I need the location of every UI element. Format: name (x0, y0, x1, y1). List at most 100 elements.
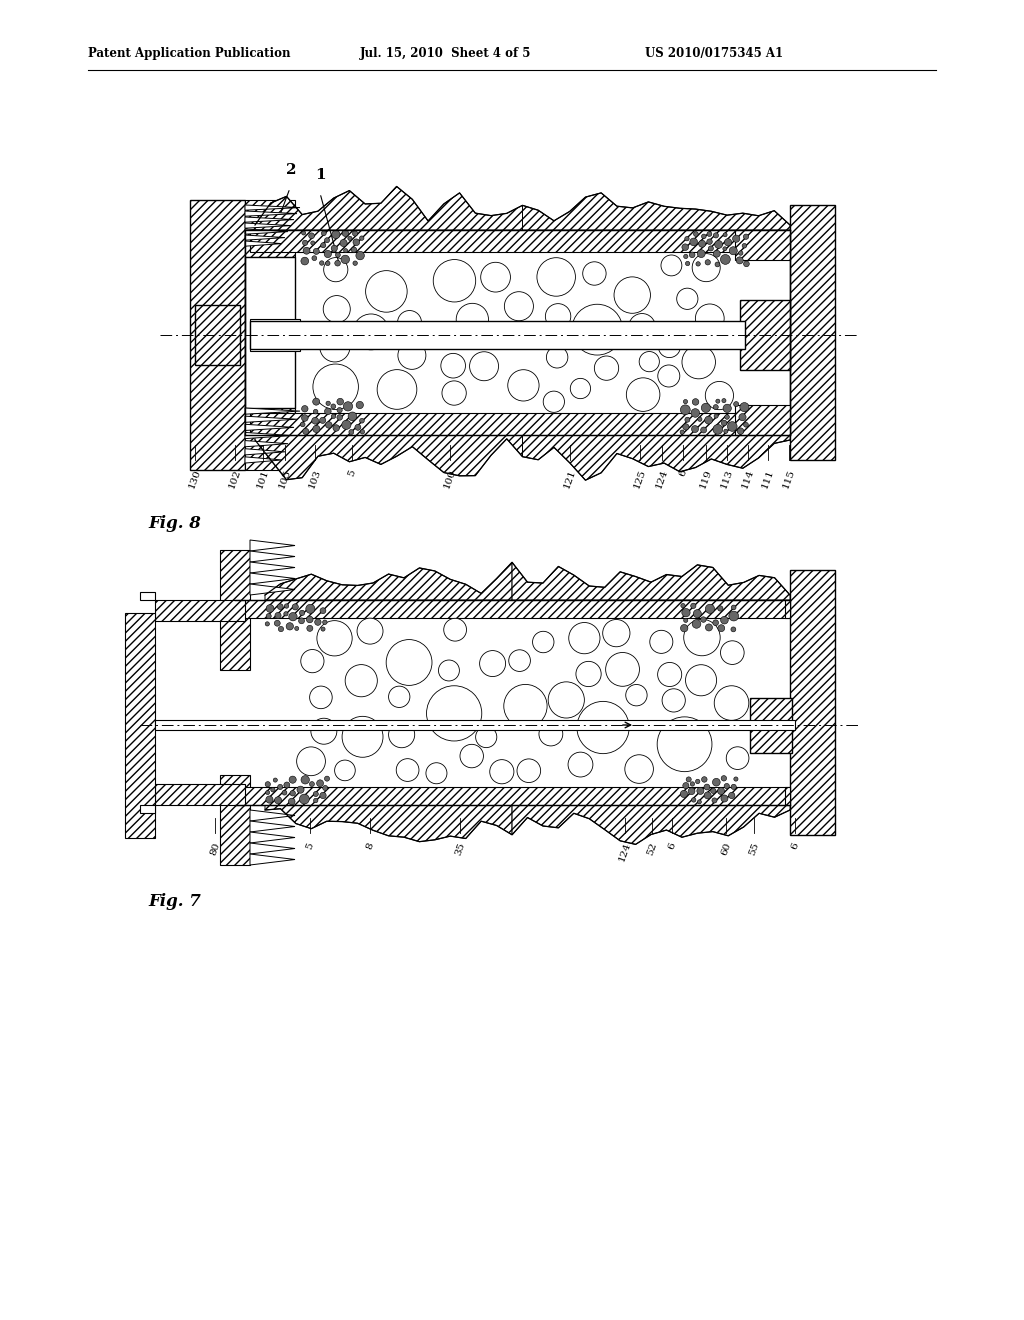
Circle shape (722, 399, 726, 403)
Circle shape (377, 370, 417, 409)
Circle shape (695, 779, 700, 784)
Text: Patent Application Publication: Patent Application Publication (88, 48, 291, 59)
Circle shape (568, 752, 593, 777)
Circle shape (299, 610, 305, 615)
Circle shape (657, 717, 712, 772)
Circle shape (605, 652, 639, 686)
Circle shape (286, 623, 294, 630)
Circle shape (723, 404, 731, 412)
Circle shape (307, 626, 313, 631)
Circle shape (683, 424, 689, 430)
Bar (785, 787, 790, 805)
Circle shape (326, 401, 331, 405)
Circle shape (743, 234, 749, 239)
Circle shape (508, 370, 539, 401)
Circle shape (547, 347, 568, 368)
Circle shape (721, 255, 730, 264)
Circle shape (709, 246, 714, 251)
Circle shape (301, 414, 308, 421)
Circle shape (729, 792, 735, 799)
Circle shape (312, 425, 321, 433)
Polygon shape (245, 205, 300, 210)
Text: 130: 130 (187, 469, 203, 490)
Circle shape (278, 603, 284, 610)
Circle shape (684, 618, 688, 623)
Circle shape (685, 236, 689, 240)
Circle shape (342, 230, 348, 236)
Circle shape (706, 624, 713, 631)
Circle shape (325, 238, 330, 243)
Circle shape (711, 788, 716, 793)
Circle shape (729, 611, 738, 620)
Circle shape (714, 414, 718, 418)
Circle shape (571, 304, 623, 355)
Text: US 2010/0175345 A1: US 2010/0175345 A1 (645, 48, 783, 59)
Text: 105: 105 (278, 469, 293, 490)
Polygon shape (522, 193, 790, 230)
Text: Fig. 8: Fig. 8 (148, 515, 201, 532)
Circle shape (509, 649, 530, 672)
Circle shape (348, 236, 352, 240)
Circle shape (297, 747, 326, 776)
Circle shape (325, 251, 332, 257)
Polygon shape (245, 242, 282, 247)
Text: Fig. 7: Fig. 7 (148, 894, 201, 909)
Circle shape (650, 631, 673, 653)
Text: 124: 124 (654, 469, 670, 490)
Polygon shape (245, 457, 282, 463)
Circle shape (273, 777, 278, 783)
Circle shape (301, 776, 309, 784)
Circle shape (265, 791, 269, 795)
Circle shape (348, 412, 356, 421)
Circle shape (693, 231, 698, 236)
Circle shape (289, 776, 296, 783)
Circle shape (657, 364, 680, 387)
Circle shape (319, 417, 326, 424)
Circle shape (713, 620, 719, 626)
Circle shape (352, 231, 357, 236)
Text: 80: 80 (209, 841, 221, 857)
Circle shape (282, 791, 287, 795)
Circle shape (322, 231, 327, 236)
Circle shape (386, 640, 432, 685)
Circle shape (614, 277, 650, 313)
Circle shape (342, 420, 351, 429)
Circle shape (683, 783, 689, 788)
Bar (790, 570, 835, 836)
Circle shape (721, 640, 744, 664)
Circle shape (680, 791, 687, 797)
Circle shape (680, 405, 690, 414)
Bar (155, 601, 245, 620)
Polygon shape (250, 540, 295, 550)
Circle shape (388, 686, 410, 708)
Circle shape (289, 612, 297, 620)
Circle shape (732, 235, 739, 243)
Circle shape (359, 418, 365, 424)
Bar (190, 201, 245, 470)
Circle shape (357, 618, 383, 644)
Circle shape (718, 624, 725, 632)
Text: 5: 5 (347, 469, 357, 478)
Polygon shape (255, 436, 522, 479)
Circle shape (716, 399, 720, 403)
Circle shape (726, 747, 749, 770)
Polygon shape (245, 211, 297, 216)
Circle shape (302, 240, 308, 246)
Circle shape (321, 243, 326, 248)
Polygon shape (265, 805, 512, 842)
Circle shape (270, 788, 275, 792)
Polygon shape (250, 821, 295, 832)
Circle shape (690, 781, 694, 787)
Circle shape (313, 409, 317, 414)
Polygon shape (245, 449, 285, 455)
Circle shape (319, 331, 350, 362)
Circle shape (696, 261, 700, 267)
Circle shape (398, 342, 426, 370)
Circle shape (577, 701, 629, 754)
Polygon shape (250, 562, 295, 573)
Circle shape (265, 781, 270, 787)
Circle shape (303, 429, 309, 434)
Bar (195, 305, 240, 366)
Circle shape (332, 231, 340, 239)
Circle shape (629, 314, 655, 341)
